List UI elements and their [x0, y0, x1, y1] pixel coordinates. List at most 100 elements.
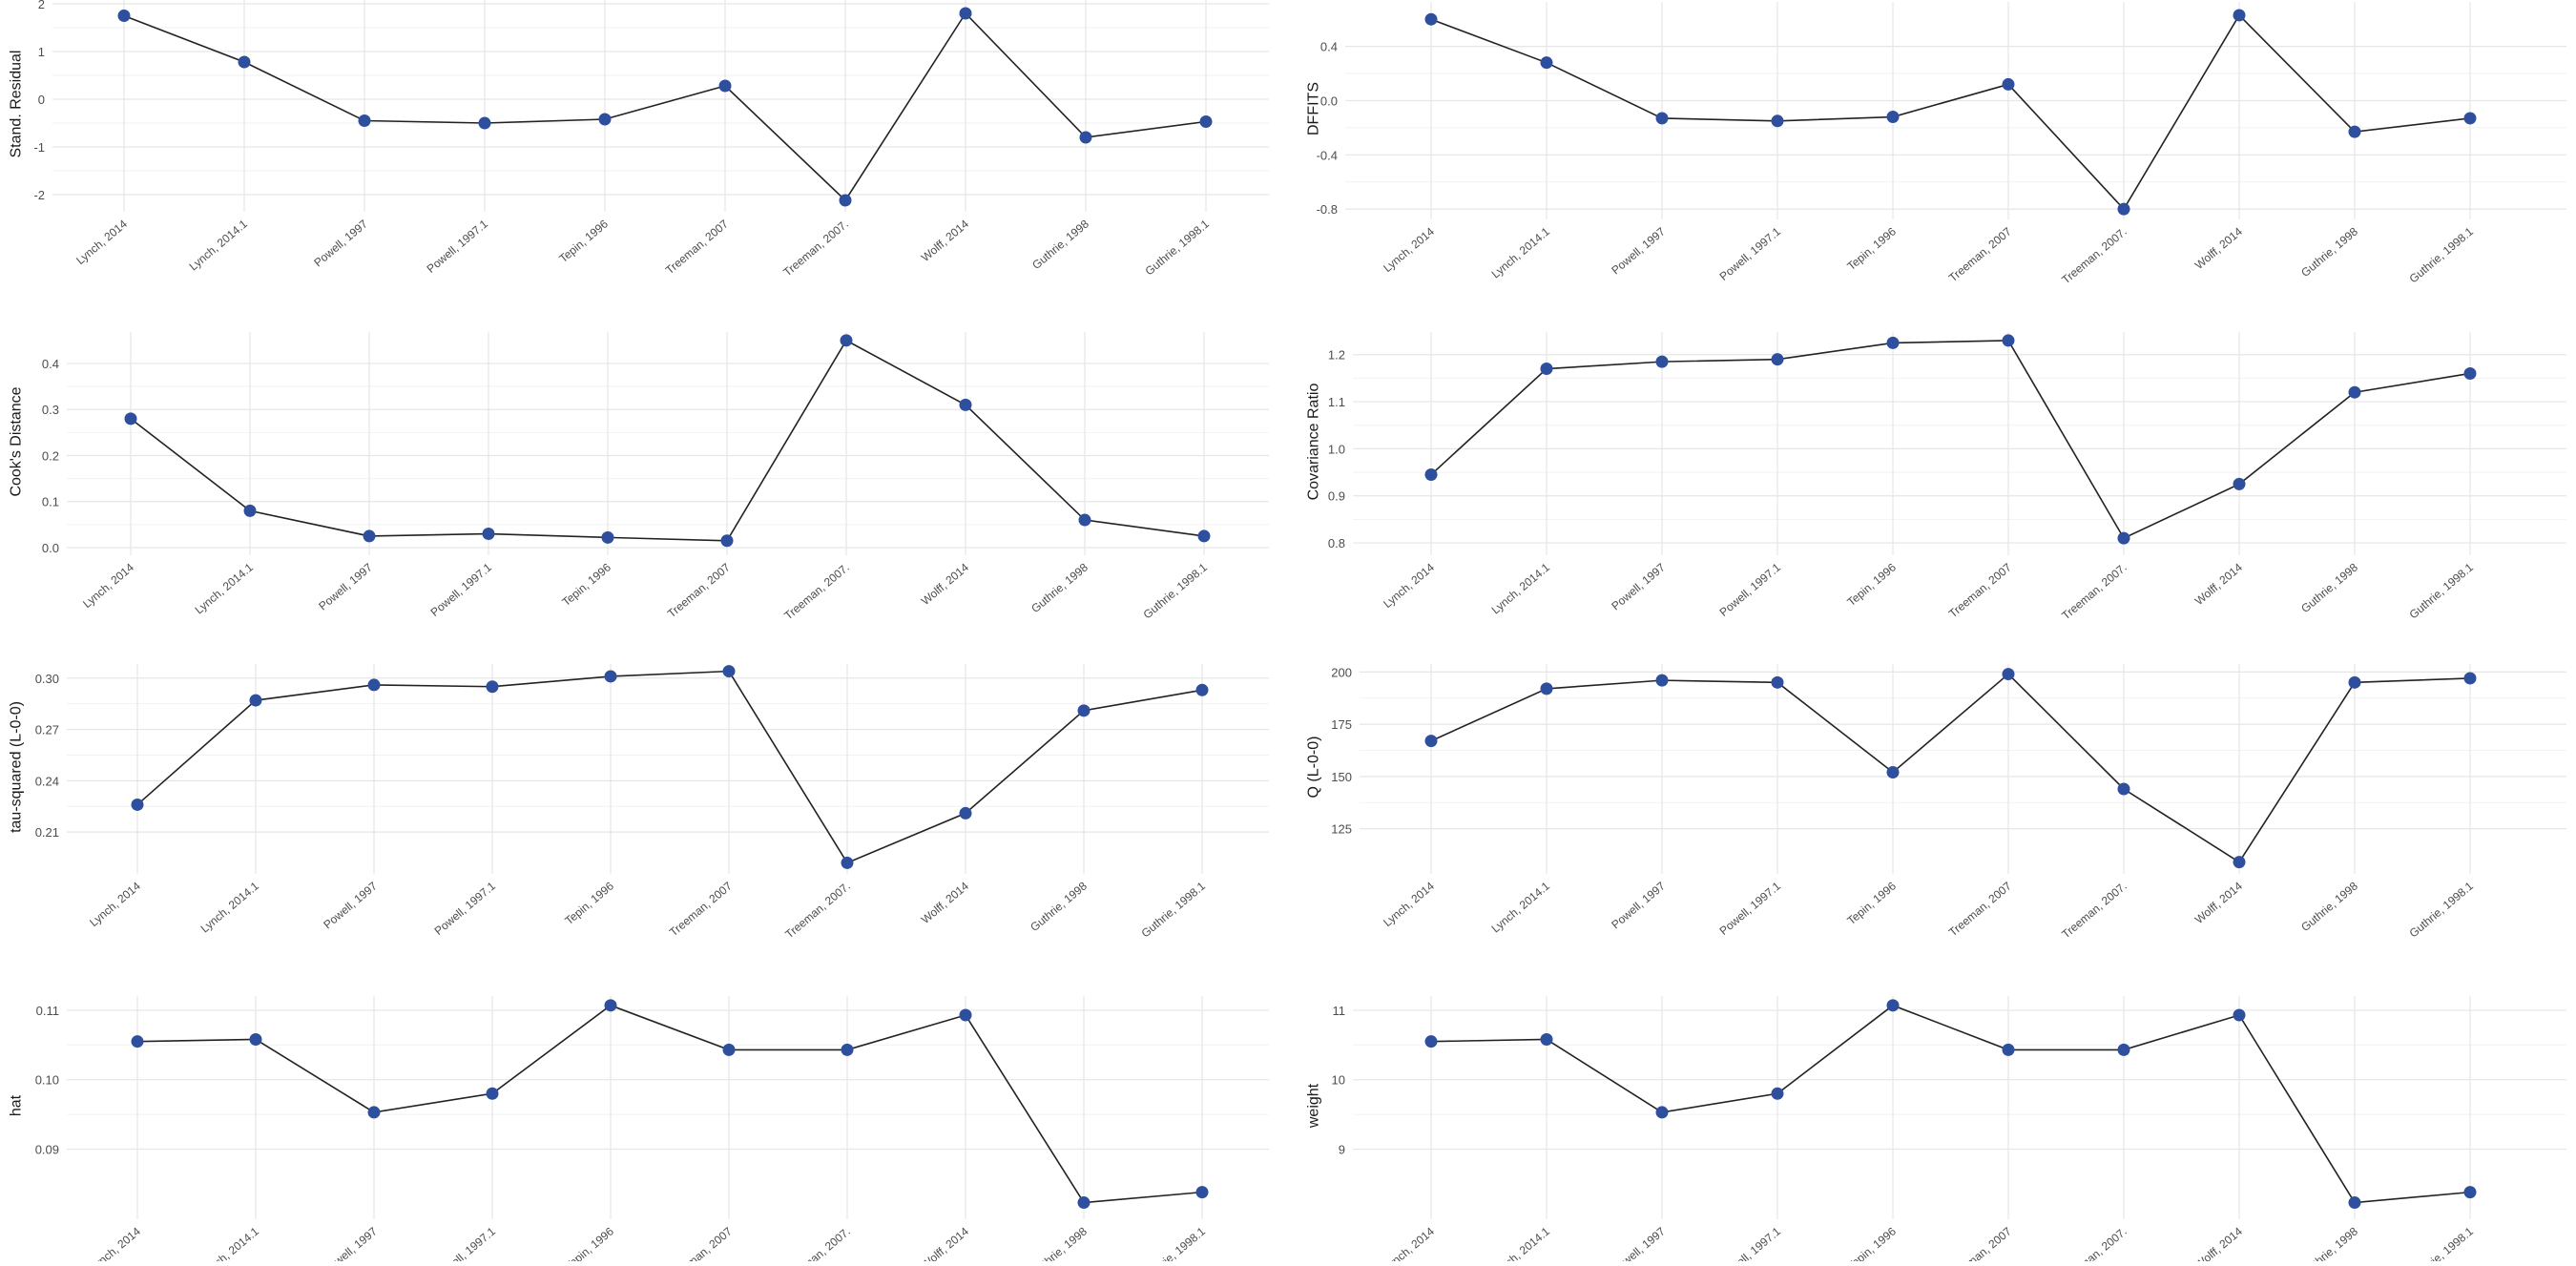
- x-tick-label: Lynch, 2014: [87, 879, 143, 929]
- data-point: [1195, 683, 1209, 696]
- y-axis-label: weight: [1306, 1083, 1322, 1129]
- x-tick-label: Powell, 1997.1: [432, 1224, 499, 1261]
- data-point: [1195, 1186, 1209, 1199]
- x-tick-label: Treeman, 2007.: [2059, 561, 2129, 623]
- panel-7: 0.09 0.10 0.11 hat Lynch, 2014 Lynch, 2014.1 P…: [9, 996, 1269, 1266]
- data-point: [1655, 674, 1669, 687]
- x-tick-label: Treeman, 2007: [1946, 879, 2014, 939]
- x-tick-label: Lynch, 2014: [87, 1224, 143, 1261]
- x-tick-label: Wolff, 2014: [2192, 224, 2245, 272]
- panel-3: 0.0 0.1 0.2 0.3 0.4 Cook's Distance Lynch, 201…: [9, 332, 1269, 622]
- y-axis-label: Cook's Distance: [9, 386, 25, 496]
- x-tick-label: Powell, 1997: [1609, 560, 1668, 612]
- data-point: [2117, 782, 2130, 796]
- y-tick-label: 0.4: [1320, 40, 1338, 54]
- data-point: [959, 398, 972, 411]
- y-tick-label: 9: [1339, 1142, 1345, 1156]
- data-point: [841, 856, 854, 869]
- data-point: [1199, 115, 1213, 128]
- x-tick-label: Wolff, 2014: [2192, 1224, 2245, 1261]
- x-tick-label: Powell, 1997.1: [1717, 560, 1784, 619]
- data-point: [249, 1032, 262, 1046]
- x-tick-label: Treeman, 2007.: [781, 561, 852, 623]
- series-line: [136, 670, 1203, 864]
- data-point: [1540, 682, 1553, 695]
- x-tick-label: Guthrie, 1998: [1028, 1224, 1090, 1261]
- y-tick-label: 0.9: [1328, 489, 1345, 504]
- data-point: [2463, 672, 2477, 685]
- y-axis-label: Covariance Ratio: [1306, 384, 1322, 501]
- y-tick-label: 200: [1331, 665, 1352, 679]
- data-point: [959, 7, 972, 20]
- x-tick-label: Guthrie, 1998.1: [2407, 560, 2477, 621]
- x-tick-label: Wolff, 2014: [2192, 879, 2245, 926]
- x-tick-label: Powell, 1997.1: [1717, 879, 1784, 938]
- y-tick-label: 0.8: [1328, 536, 1345, 550]
- y-tick-label: -1: [33, 140, 45, 155]
- x-tick-label: Powell, 1997: [1609, 224, 1668, 277]
- x-tick-label: Treeman, 2007.: [780, 218, 851, 280]
- data-point: [2463, 112, 2477, 125]
- series-line: [136, 1004, 1203, 1204]
- data-point: [598, 113, 612, 126]
- x-tick-label: Guthrie, 1998: [2298, 879, 2360, 934]
- data-point: [839, 194, 852, 207]
- y-tick-label: 0.3: [42, 403, 59, 417]
- data-point: [486, 680, 499, 694]
- y-tick-label: 0.27: [35, 723, 59, 737]
- data-point: [1424, 1035, 1438, 1048]
- x-tick-label: Tepin, 1996: [562, 879, 616, 927]
- x-tick-label: Powell, 1997.1: [1717, 224, 1784, 283]
- y-tick-label: 1.0: [1328, 442, 1345, 456]
- data-point: [1771, 675, 1784, 689]
- data-point: [2233, 1008, 2246, 1022]
- y-tick-label: 0.30: [35, 672, 59, 686]
- panel-4: 0.8 0.9 1.0 1.1 1.2 Covariance Ratio Lynch, 20…: [1306, 332, 2566, 622]
- series-line: [1430, 1004, 2471, 1204]
- y-tick-label: -2: [33, 188, 45, 202]
- data-point: [2117, 202, 2130, 216]
- x-tick-label: Powell, 1997: [1609, 879, 1668, 931]
- x-tick-label: Treeman, 2007.: [782, 1225, 853, 1261]
- x-tick-label: Lynch, 2014: [1381, 879, 1437, 929]
- data-point: [2463, 1186, 2477, 1199]
- panel-1: -2 -1 0 1 2 Stand. Residual Lynch, 2014 Lynch, …: [9, 0, 1269, 279]
- x-tick-label: Lynch, 2014.1: [1489, 1224, 1553, 1261]
- y-tick-label: 0.4: [42, 357, 59, 371]
- x-tick-label: Tepin, 1996: [556, 217, 611, 265]
- data-point: [841, 1043, 854, 1056]
- data-point: [358, 114, 371, 127]
- y-tick-label: -0.8: [1317, 202, 1338, 217]
- x-tick-label: Powell, 1997: [316, 560, 375, 612]
- x-tick-label: Powell, 1997: [321, 879, 380, 931]
- data-point: [2233, 9, 2246, 22]
- x-tick-label: Powell, 1997: [1609, 1224, 1668, 1261]
- data-point: [720, 534, 734, 548]
- y-axis-label: tau-squared (L-0-0): [9, 701, 25, 833]
- data-point: [722, 1043, 736, 1056]
- x-tick-label: Tepin, 1996: [562, 1224, 616, 1261]
- data-point: [1886, 336, 1900, 349]
- x-tick-label: Lynch, 2014.1: [1489, 224, 1553, 280]
- y-tick-label: 11: [1333, 1004, 1346, 1018]
- y-tick-label: 1: [38, 45, 45, 59]
- x-tick-label: Guthrie, 1998: [2298, 560, 2360, 615]
- x-tick-label: Guthrie, 1998.1: [1139, 879, 1209, 940]
- data-point: [1424, 735, 1438, 748]
- x-tick-label: Lynch, 2014: [1381, 1224, 1437, 1261]
- y-tick-label: 0: [38, 93, 45, 107]
- x-tick-label: Tepin, 1996: [1844, 879, 1899, 927]
- x-tick-label: Guthrie, 1998: [1029, 217, 1091, 272]
- x-tick-label: Lynch, 2014: [1381, 560, 1437, 611]
- x-tick-label: Guthrie, 1998.1: [2407, 879, 2477, 940]
- data-point: [2348, 1196, 2361, 1210]
- data-point: [718, 79, 732, 93]
- y-tick-label: 150: [1331, 770, 1352, 784]
- data-point: [486, 1087, 499, 1100]
- series-line: [123, 11, 1207, 202]
- x-tick-label: Treeman, 2007.: [2059, 225, 2129, 287]
- x-tick-label: Guthrie, 1998.1: [2407, 1224, 2477, 1261]
- y-tick-label: 2: [38, 0, 45, 11]
- y-tick-label: 125: [1331, 822, 1352, 837]
- series-line: [130, 339, 1205, 542]
